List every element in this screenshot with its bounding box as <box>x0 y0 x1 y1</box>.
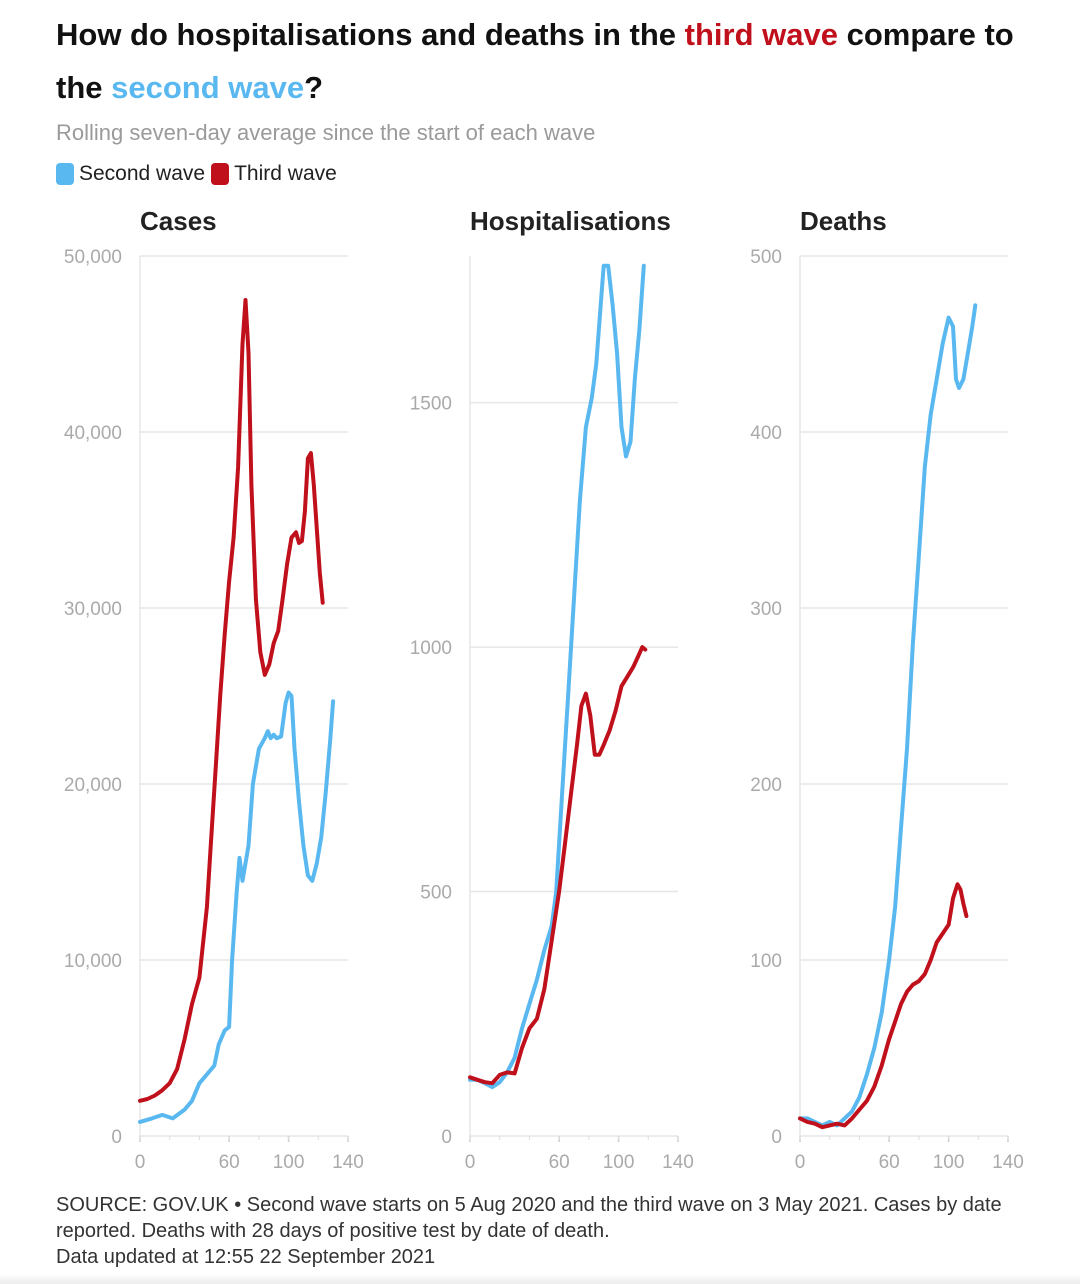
deaths-third-wave-line <box>798 882 969 1130</box>
legend: Second wave Third wave <box>56 162 343 186</box>
legend-item-third-wave: Third wave <box>211 162 337 186</box>
chart-subtitle: Rolling seven-day average since the star… <box>56 120 596 145</box>
hospitalisations-y-tick-label: 0 <box>441 1127 452 1148</box>
cases-y-tick-label: 0 <box>111 1127 122 1148</box>
hospitalisations-x-tick-label: 140 <box>662 1152 694 1173</box>
deaths-second-wave-line <box>798 303 978 1128</box>
hospitalisations-panel-title: Hospitalisations <box>470 206 671 236</box>
hospitalisations-y-tick-label: 1000 <box>410 638 452 659</box>
hospitalisations-x-tick-label: 60 <box>549 1152 570 1173</box>
title-part-3: ? <box>304 70 324 105</box>
cases-y-tick-label: 10,000 <box>64 951 122 972</box>
cases-x-tick-label: 140 <box>332 1152 364 1173</box>
cases-second-wave-line <box>138 690 336 1124</box>
cases-x-tick-label: 60 <box>219 1152 240 1173</box>
cases-x-tick-label: 100 <box>273 1152 305 1173</box>
deaths-y-tick-label: 500 <box>750 247 782 268</box>
deaths-x-tick-label: 0 <box>795 1152 806 1173</box>
deaths-y-tick-label: 200 <box>750 775 782 796</box>
legend-swatch-third-wave <box>211 163 230 185</box>
cases-third-wave-line <box>138 298 325 1103</box>
cases-x-tick-label: 0 <box>135 1152 146 1173</box>
cases-y-tick-label: 20,000 <box>64 775 122 796</box>
bottom-shade <box>0 1274 1080 1284</box>
title-highlight-second-wave: second wave <box>111 70 305 105</box>
source-note: SOURCE: GOV.UK • Second wave starts on 5… <box>56 1192 1036 1270</box>
deaths-y-tick-label: 0 <box>771 1127 782 1148</box>
deaths-y-tick-label: 400 <box>750 423 782 444</box>
legend-swatch-second-wave <box>56 163 74 185</box>
hospitalisations-second-wave-line <box>468 263 646 1090</box>
hospitalisations-y-tick-label: 500 <box>420 883 452 904</box>
hospitalisations-third-wave-line <box>468 645 648 1086</box>
legend-label-second-wave: Second wave <box>79 162 206 185</box>
title-part-2: compare to the <box>56 17 1014 105</box>
source-line-1: SOURCE: GOV.UK • Second wave starts on 5… <box>56 1194 1002 1242</box>
chart-title: How do hospitalisations and deaths in th… <box>56 8 1046 114</box>
hospitalisations-y-tick-label: 1500 <box>410 394 452 415</box>
hospitalisations-x-tick-label: 100 <box>603 1152 635 1173</box>
legend-label-third-wave: Third wave <box>234 162 337 185</box>
cases-panel-title: Cases <box>140 206 217 236</box>
title-highlight-third-wave: third wave <box>684 17 838 52</box>
hospitalisations-x-tick-label: 0 <box>465 1152 476 1173</box>
cases-y-tick-label: 50,000 <box>64 247 122 268</box>
source-line-2: Data updated at 12:55 22 September 2021 <box>56 1246 436 1268</box>
deaths-y-tick-label: 100 <box>750 951 782 972</box>
title-part-1: How do hospitalisations and deaths in th… <box>56 17 685 52</box>
cases-y-tick-label: 40,000 <box>64 423 122 444</box>
cases-y-tick-label: 30,000 <box>64 599 122 620</box>
deaths-panel-title: Deaths <box>800 206 887 236</box>
deaths-x-tick-label: 140 <box>992 1152 1024 1173</box>
deaths-y-tick-label: 300 <box>750 599 782 620</box>
deaths-x-tick-label: 60 <box>879 1152 900 1173</box>
small-multiples-chart: Cases 0 10,000 20,000 30,000 40,000 50,000 0 60 1… <box>64 206 1024 1173</box>
deaths-x-tick-label: 100 <box>933 1152 965 1173</box>
legend-item-second-wave: Second wave <box>56 162 205 186</box>
